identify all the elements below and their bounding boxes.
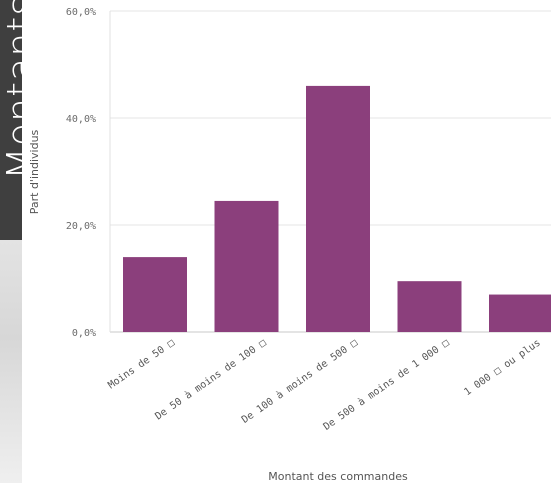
bar[interactable] — [123, 257, 187, 332]
bar[interactable] — [306, 85, 370, 333]
x-tick-label: Moins de 50 □ — [106, 337, 176, 391]
x-tick-label: 1 000 □ ou plus — [462, 337, 542, 398]
y-tick-label: 20,0% — [66, 221, 96, 232]
bar[interactable] — [489, 294, 551, 332]
y-tick-label: 40,0% — [66, 114, 96, 125]
x-axis-ticks: Moins de 50 □De 50 à moins de 100 □De 10… — [106, 337, 542, 433]
bar[interactable] — [397, 281, 462, 332]
bars[interactable] — [123, 85, 551, 333]
sheet-title: Montants — [0, 0, 22, 180]
y-axis-label: Part d'individus — [28, 129, 41, 214]
bar-chart[interactable]: 0,0% 20,0% 40,0% 60,0% Moins de 50 □De 50 à… — [22, 0, 551, 483]
chart-card[interactable]: 0,0% 20,0% 40,0% 60,0% Moins de 50 □ De 50 à… — [22, 0, 551, 483]
y-tick-label: 60,0% — [66, 7, 96, 18]
bar[interactable] — [214, 200, 279, 332]
sheet-title-panel: Montants — [0, 0, 22, 240]
y-axis-ticks: 0,0% 20,0% 40,0% 60,0% — [66, 7, 96, 339]
x-axis-label: Montant des commandes — [268, 470, 408, 483]
y-tick-label: 0,0% — [72, 328, 96, 339]
